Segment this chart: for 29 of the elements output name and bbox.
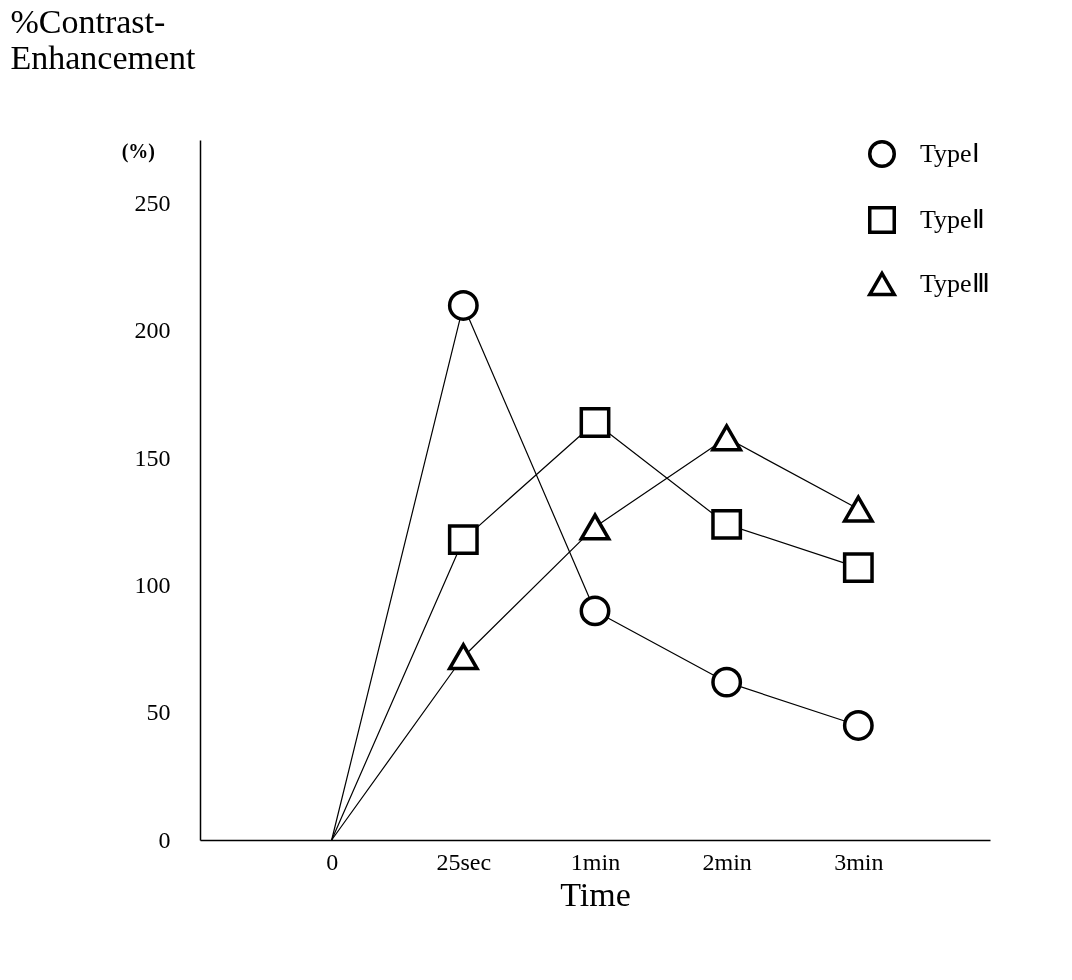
x-tick-label: 1min [570, 848, 621, 875]
y-tick-label: 0 [158, 826, 171, 853]
y-tick-label: 50 [146, 699, 171, 726]
text: (%) [121, 140, 155, 163]
x-tick-label: 25sec [436, 848, 492, 875]
x-tick-label: 0 [326, 848, 339, 875]
legend-label: TypeⅢ [920, 269, 990, 298]
point [447, 643, 479, 671]
point [711, 666, 743, 698]
point [447, 290, 479, 321]
y-axis-title: %Contrast-Enhancement [10, 2, 197, 76]
x-tick-label: 3min [834, 848, 884, 875]
point [579, 595, 611, 627]
point [447, 524, 479, 556]
point [579, 407, 611, 438]
point [579, 513, 611, 541]
point [842, 710, 874, 741]
point [711, 424, 743, 452]
y-tick-label: 100 [134, 571, 171, 598]
legend-label: TypeⅡ [920, 205, 985, 234]
y-tick-label: 150 [134, 444, 171, 471]
legend-label: TypeⅠ [920, 139, 980, 168]
x-tick-label: 2min [702, 848, 752, 875]
y-tick-label: 200 [134, 317, 171, 344]
x-axis-title: Time [560, 875, 631, 913]
point [842, 495, 874, 523]
y-tick-label: 250 [134, 190, 171, 217]
point [711, 508, 743, 540]
point [842, 552, 874, 584]
